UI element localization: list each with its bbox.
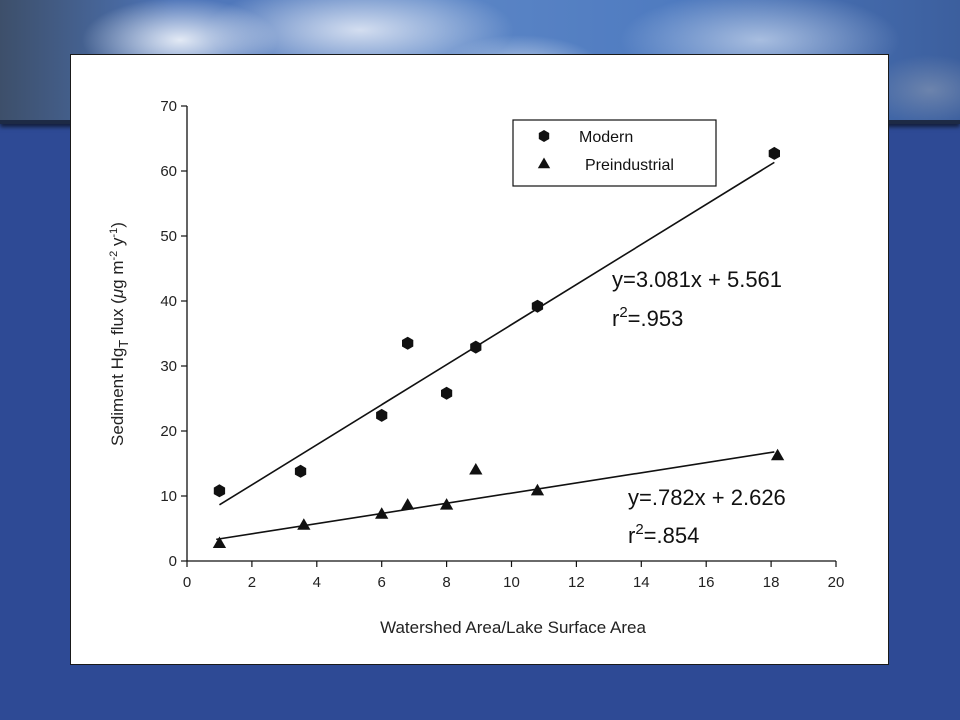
y-axis-title-prefix: Sediment Hg (108, 348, 127, 446)
scatter-chart: 0 2 4 6 8 10 12 14 16 18 20 0 10 20 30 40 50 60 70 Modern P… (108, 98, 844, 637)
y-tick-label: 40 (160, 293, 177, 310)
legend-preindustrial-marker (537, 157, 551, 169)
legend-modern-marker (538, 130, 550, 142)
modern-point (531, 299, 544, 313)
y-axis-title-g: g m (108, 261, 127, 289)
y-axis-title-y: y (108, 237, 127, 251)
preindustrial-point (375, 507, 389, 519)
modern-fit-r2: r2=.953 (612, 304, 683, 331)
x-tick-label: 4 (313, 574, 321, 591)
preindustrial-point (770, 448, 785, 461)
data-points (212, 146, 785, 548)
legend-preindustrial-label: Preindustrial (585, 157, 674, 174)
fit-lines (216, 161, 775, 541)
x-tick-label: 18 (763, 574, 780, 591)
y-tick-label: 50 (160, 228, 177, 245)
y-axis-title: Sediment HgT flux (μg m-2 y-1) (108, 222, 131, 446)
modern-fit-r-exp: 2 (619, 304, 627, 321)
y-tick-label: 10 (160, 488, 177, 505)
y-axis-title-close: ) (108, 222, 127, 228)
figure-panel: 0 2 4 6 8 10 12 14 16 18 20 0 10 20 30 40 50 60 70 Modern P… (71, 55, 888, 664)
modern-point (294, 464, 307, 478)
y-axis-title-exp2: -1 (108, 228, 120, 238)
y-tick-label: 70 (160, 98, 177, 115)
modern-point (470, 340, 482, 354)
y-tick-label: 20 (160, 423, 177, 440)
x-tick-label: 6 (378, 574, 386, 591)
y-axis-title-units: flux ( (108, 298, 127, 340)
modern-fit-label: y=3.081x + 5.561 r2=.953 (612, 267, 782, 331)
x-tick-label: 8 (442, 574, 450, 591)
x-tick-label: 2 (248, 574, 256, 591)
modern-fit-r: r (612, 306, 619, 331)
preindustrial-point (212, 536, 227, 548)
modern-point (402, 336, 414, 350)
y-axis-title-mu: μ (108, 288, 127, 299)
y-axis-title-exp1: -2 (108, 251, 120, 261)
x-axis-title: Watershed Area/Lake Surface Area (380, 618, 646, 637)
preindustrial-point (439, 498, 454, 510)
legend-box (512, 119, 717, 187)
x-tick-label: 10 (503, 574, 520, 591)
preindustrial-point (469, 463, 483, 475)
x-tick-label: 0 (183, 574, 191, 591)
legend-modern-label: Modern (579, 129, 633, 146)
preindustrial-fit-r: r (628, 523, 635, 548)
y-tick-label: 30 (160, 358, 177, 375)
modern-point (213, 484, 226, 498)
modern-point (441, 386, 453, 400)
x-tick-label: 14 (633, 574, 650, 591)
x-tick-label: 20 (828, 574, 845, 591)
modern-fit-line (219, 161, 775, 506)
y-axis-title-sub: T (116, 340, 131, 348)
preindustrial-fit-equation: y=.782x + 2.626 (628, 485, 786, 510)
y-tick-label: 60 (160, 163, 177, 180)
y-tick-label: 0 (169, 553, 177, 570)
x-tick-label: 16 (698, 574, 715, 591)
modern-fit-r-value: =.953 (628, 306, 684, 331)
modern-point (768, 146, 780, 160)
axes: 0 2 4 6 8 10 12 14 16 18 20 0 10 20 30 40 50 60 70 (160, 98, 844, 591)
preindustrial-fit-r-value: =.854 (644, 523, 700, 548)
preindustrial-point (297, 518, 311, 530)
legend: Modern Preindustrial (512, 119, 717, 187)
preindustrial-fit-line (216, 451, 775, 541)
modern-fit-equation: y=3.081x + 5.561 (612, 267, 782, 292)
preindustrial-fit-label: y=.782x + 2.626 r2=.854 (628, 485, 786, 548)
preindustrial-point (530, 483, 545, 496)
x-tick-label: 12 (568, 574, 585, 591)
modern-point (376, 408, 388, 422)
preindustrial-point (401, 498, 415, 510)
preindustrial-fit-r-exp: 2 (635, 521, 643, 538)
preindustrial-fit-r2: r2=.854 (628, 521, 699, 548)
